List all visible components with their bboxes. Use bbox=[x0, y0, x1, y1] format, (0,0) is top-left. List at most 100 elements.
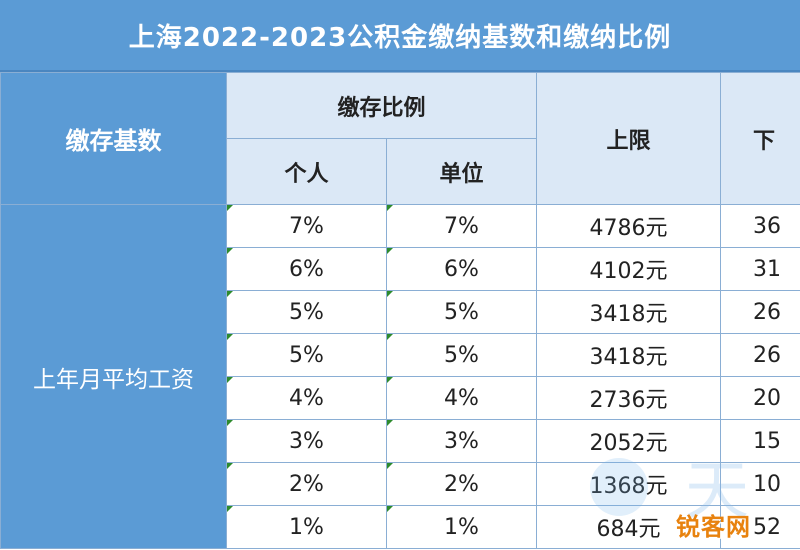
table-row: 4% 4% 2736元 20 bbox=[1, 376, 800, 420]
cell-marker bbox=[227, 291, 233, 297]
cell-marker bbox=[227, 506, 233, 512]
header-personal: 个人 bbox=[226, 138, 387, 205]
table-row: 上年月平均工资 7% 7% 4786元 36 bbox=[0, 204, 800, 549]
site-logo: 锐客网 bbox=[676, 513, 751, 541]
lower-cell: 52 bbox=[720, 505, 800, 549]
lower-cell: 26 bbox=[720, 333, 800, 377]
header-unit: 单位 bbox=[385, 138, 538, 205]
upper-cell: 3418元 bbox=[536, 333, 722, 377]
cell-marker bbox=[227, 420, 233, 426]
table-row: 5% 5% 3418元 26 bbox=[1, 290, 800, 334]
unit-cell: 1% bbox=[385, 505, 538, 549]
personal-cell: 4% bbox=[226, 376, 387, 420]
personal-cell-text: 4% bbox=[289, 385, 324, 411]
personal-cell-text: 2% bbox=[289, 471, 324, 497]
personal-cell: 2% bbox=[226, 462, 387, 506]
upper-cell-text: 4786元 bbox=[589, 216, 668, 241]
lower-cell-text: 26 bbox=[753, 342, 782, 368]
personal-cell-text: 7% bbox=[289, 213, 324, 239]
lower-cell-text: 10 bbox=[753, 471, 782, 497]
personal-cell: 6% bbox=[226, 247, 387, 291]
header-upper: 上限 bbox=[536, 72, 722, 205]
cell-marker bbox=[227, 377, 233, 383]
upper-cell-text: 3418元 bbox=[589, 302, 668, 327]
upper-cell-text: 684元 bbox=[596, 517, 661, 542]
personal-cell: 7% bbox=[226, 204, 387, 248]
unit-cell-text: 7% bbox=[444, 213, 479, 239]
unit-cell: 5% bbox=[385, 333, 538, 377]
cell-marker bbox=[387, 291, 393, 297]
unit-cell: 4% bbox=[385, 376, 538, 420]
unit-cell-text: 2% bbox=[444, 471, 479, 497]
personal-cell-text: 5% bbox=[289, 299, 324, 325]
cell-marker bbox=[387, 420, 393, 426]
unit-cell-text: 6% bbox=[444, 256, 479, 282]
upper-cell: 2052元 bbox=[536, 419, 722, 463]
upper-cell: 3418元 bbox=[536, 290, 722, 334]
unit-cell: 6% bbox=[385, 247, 538, 291]
personal-cell-text: 6% bbox=[289, 256, 324, 282]
upper-cell-text: 1368元 bbox=[589, 474, 668, 499]
upper-cell-text: 2736元 bbox=[589, 388, 668, 413]
cell-marker bbox=[387, 377, 393, 383]
unit-cell: 2% bbox=[385, 462, 538, 506]
lower-cell: 10 bbox=[720, 462, 800, 506]
table-row: 5% 5% 3418元 26 bbox=[1, 333, 800, 377]
lower-cell-text: 36 bbox=[753, 213, 782, 239]
lower-cell: 15 bbox=[720, 419, 800, 463]
lower-cell-text: 31 bbox=[753, 256, 782, 282]
watermark-text: 天 bbox=[685, 455, 749, 529]
watermark-circle bbox=[590, 458, 648, 516]
upper-cell: 1368元 bbox=[536, 462, 722, 506]
cell-marker bbox=[387, 205, 393, 211]
cell-marker bbox=[227, 248, 233, 254]
unit-cell: 5% bbox=[385, 290, 538, 334]
personal-cell-text: 3% bbox=[289, 428, 324, 454]
upper-cell: 4786元 bbox=[536, 204, 722, 248]
unit-cell-text: 5% bbox=[444, 299, 479, 325]
personal-cell: 5% bbox=[226, 290, 387, 334]
personal-cell: 3% bbox=[226, 419, 387, 463]
unit-cell-text: 4% bbox=[444, 385, 479, 411]
table-row: 2% 2% 1368元 10 bbox=[1, 462, 800, 506]
personal-cell-text: 1% bbox=[289, 514, 324, 540]
cell-marker bbox=[227, 205, 233, 211]
upper-cell-text: 3418元 bbox=[589, 345, 668, 370]
table-row: 6% 6% 4102元 31 bbox=[1, 247, 800, 291]
contribution-table: 缴存基数 缴存比例 上限 下 个人 单位 上年月平均工资 7% 7% 4786元 36 6… bbox=[0, 72, 800, 549]
lower-cell: 31 bbox=[720, 247, 800, 291]
header-base: 缴存基数 bbox=[0, 72, 227, 205]
lower-cell: 26 bbox=[720, 290, 800, 334]
upper-cell-text: 2052元 bbox=[589, 431, 668, 456]
cell-marker bbox=[227, 463, 233, 469]
upper-cell: 2736元 bbox=[536, 376, 722, 420]
upper-cell-text: 4102元 bbox=[589, 259, 668, 284]
cell-marker bbox=[387, 248, 393, 254]
upper-cell: 4102元 bbox=[536, 247, 722, 291]
lower-cell-text: 20 bbox=[753, 385, 782, 411]
cell-marker bbox=[227, 334, 233, 340]
lower-cell: 20 bbox=[720, 376, 800, 420]
table-title: 上海2022-2023公积金缴纳基数和缴纳比例 bbox=[0, 0, 800, 72]
unit-cell: 3% bbox=[385, 419, 538, 463]
lower-cell-text: 26 bbox=[753, 299, 782, 325]
personal-cell: 5% bbox=[226, 333, 387, 377]
unit-cell-text: 3% bbox=[444, 428, 479, 454]
personal-cell-text: 5% bbox=[289, 342, 324, 368]
upper-cell: 684元 bbox=[536, 505, 722, 549]
header-ratio-group: 缴存比例 bbox=[225, 72, 538, 139]
cell-marker bbox=[387, 463, 393, 469]
base-value-cell: 上年月平均工资 bbox=[0, 204, 227, 549]
unit-cell-text: 5% bbox=[444, 342, 479, 368]
cell-marker bbox=[387, 506, 393, 512]
table-row: 1% 1% 684元 52 bbox=[1, 505, 800, 549]
header-lower: 下 bbox=[720, 72, 800, 205]
lower-cell: 36 bbox=[720, 204, 800, 248]
personal-cell: 1% bbox=[226, 505, 387, 549]
unit-cell-text: 1% bbox=[444, 514, 479, 540]
lower-cell-text: 52 bbox=[753, 514, 782, 540]
unit-cell: 7% bbox=[385, 204, 538, 248]
table-row: 3% 3% 2052元 15 bbox=[1, 419, 800, 463]
cell-marker bbox=[387, 334, 393, 340]
lower-cell-text: 15 bbox=[753, 428, 782, 454]
